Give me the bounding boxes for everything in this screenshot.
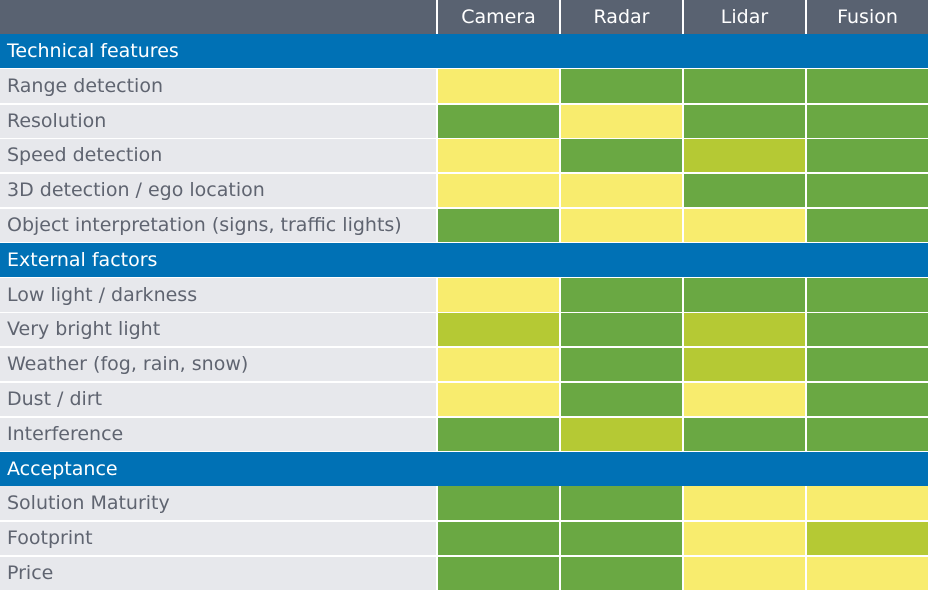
rating-cell-fusion-yellow	[807, 556, 928, 590]
table-row: Weather (fog, rain, snow)	[0, 347, 928, 381]
rating-cell-fusion-green	[807, 104, 928, 138]
rating-cell-camera-yellow	[438, 382, 561, 416]
row-label: Speed detection	[0, 138, 438, 172]
rating-cell-lidar-green	[684, 278, 807, 312]
rating-cell-radar-green	[561, 382, 684, 416]
header-row: Camera Radar Lidar Fusion	[0, 0, 928, 34]
table-row: Range detection	[0, 69, 928, 103]
column-header-camera: Camera	[438, 0, 561, 34]
table-row: Price	[0, 556, 928, 590]
rating-cell-lidar-green	[684, 104, 807, 138]
header-corner	[0, 0, 438, 34]
column-header-fusion: Fusion	[807, 0, 928, 34]
rating-cell-fusion-green	[807, 347, 928, 381]
rating-cell-lidar-yellow	[684, 556, 807, 590]
rating-cell-camera-green	[438, 556, 561, 590]
row-label: 3D detection / ego location	[0, 173, 438, 207]
rating-cell-fusion-green	[807, 278, 928, 312]
rating-cell-radar-green	[561, 278, 684, 312]
rating-cell-radar-green	[561, 69, 684, 103]
rating-cell-radar-green	[561, 138, 684, 172]
table-body: Technical features Range detection Resolut…	[0, 34, 928, 591]
rating-cell-fusion-green	[807, 173, 928, 207]
rating-cell-fusion-green	[807, 312, 928, 346]
rating-cell-lidar-lightgreen	[684, 312, 807, 346]
rating-cell-radar-lightgreen	[561, 417, 684, 451]
rating-cell-camera-yellow	[438, 173, 561, 207]
column-header-radar: Radar	[561, 0, 684, 34]
rating-cell-lidar-green	[684, 417, 807, 451]
row-label: Low light / darkness	[0, 278, 438, 312]
rating-cell-lidar-yellow	[684, 208, 807, 242]
rating-cell-fusion-green	[807, 382, 928, 416]
row-label: Dust / dirt	[0, 382, 438, 416]
table-row: Dust / dirt	[0, 382, 928, 416]
rating-cell-fusion-green	[807, 69, 928, 103]
section-header: External factors	[0, 243, 928, 277]
row-label: Range detection	[0, 69, 438, 103]
rating-cell-fusion-lightgreen	[807, 521, 928, 555]
row-label: Solution Maturity	[0, 486, 438, 520]
rating-cell-radar-green	[561, 556, 684, 590]
row-label: Price	[0, 556, 438, 590]
rating-cell-lidar-lightgreen	[684, 347, 807, 381]
row-label: Weather (fog, rain, snow)	[0, 347, 438, 381]
rating-cell-lidar-lightgreen	[684, 138, 807, 172]
rating-cell-lidar-green	[684, 173, 807, 207]
rating-cell-camera-yellow	[438, 138, 561, 172]
row-label: Interference	[0, 417, 438, 451]
row-label: Very bright light	[0, 312, 438, 346]
table-row: 3D detection / ego location	[0, 173, 928, 207]
row-divider	[0, 173, 928, 174]
rating-cell-radar-green	[561, 347, 684, 381]
table-row: Footprint	[0, 521, 928, 555]
rating-cell-camera-green	[438, 486, 561, 520]
rating-cell-camera-yellow	[438, 347, 561, 381]
rating-cell-camera-yellow	[438, 278, 561, 312]
row-divider	[0, 138, 928, 139]
rating-cell-radar-green	[561, 486, 684, 520]
rating-cell-radar-yellow	[561, 208, 684, 242]
table-row: Solution Maturity	[0, 486, 928, 520]
rating-cell-fusion-green	[807, 208, 928, 242]
row-label: Object interpretation (signs, traffic li…	[0, 208, 438, 242]
column-header-lidar: Lidar	[684, 0, 807, 34]
rating-cell-lidar-green	[684, 69, 807, 103]
row-divider	[0, 521, 928, 522]
rating-cell-fusion-green	[807, 138, 928, 172]
table-row: Very bright light	[0, 312, 928, 346]
row-divider	[0, 208, 928, 209]
rating-cell-radar-yellow	[561, 104, 684, 138]
rating-cell-fusion-yellow	[807, 486, 928, 520]
rating-cell-lidar-yellow	[684, 521, 807, 555]
rating-cell-lidar-yellow	[684, 486, 807, 520]
table-row: Speed detection	[0, 138, 928, 172]
rating-cell-lidar-yellow	[684, 382, 807, 416]
rating-cell-camera-green	[438, 104, 561, 138]
rating-cell-camera-green	[438, 521, 561, 555]
row-label: Footprint	[0, 521, 438, 555]
rating-cell-camera-green	[438, 208, 561, 242]
rating-cell-fusion-green	[807, 417, 928, 451]
rating-cell-radar-yellow	[561, 173, 684, 207]
table-row: Low light / darkness	[0, 278, 928, 312]
rating-cell-camera-lightgreen	[438, 312, 561, 346]
row-divider	[0, 312, 928, 313]
row-label: Resolution	[0, 104, 438, 138]
table-row: Object interpretation (signs, traffic li…	[0, 208, 928, 242]
rating-cell-radar-green	[561, 521, 684, 555]
section-header: Acceptance	[0, 452, 928, 486]
table-row: Resolution	[0, 104, 928, 138]
row-divider	[0, 104, 928, 105]
section-header: Technical features	[0, 34, 928, 68]
row-divider	[0, 417, 928, 418]
row-divider	[0, 347, 928, 348]
row-divider	[0, 556, 928, 557]
rating-cell-camera-yellow	[438, 69, 561, 103]
rating-cell-radar-green	[561, 312, 684, 346]
rating-cell-camera-green	[438, 417, 561, 451]
row-divider	[0, 382, 928, 383]
table-row: Interference	[0, 417, 928, 451]
